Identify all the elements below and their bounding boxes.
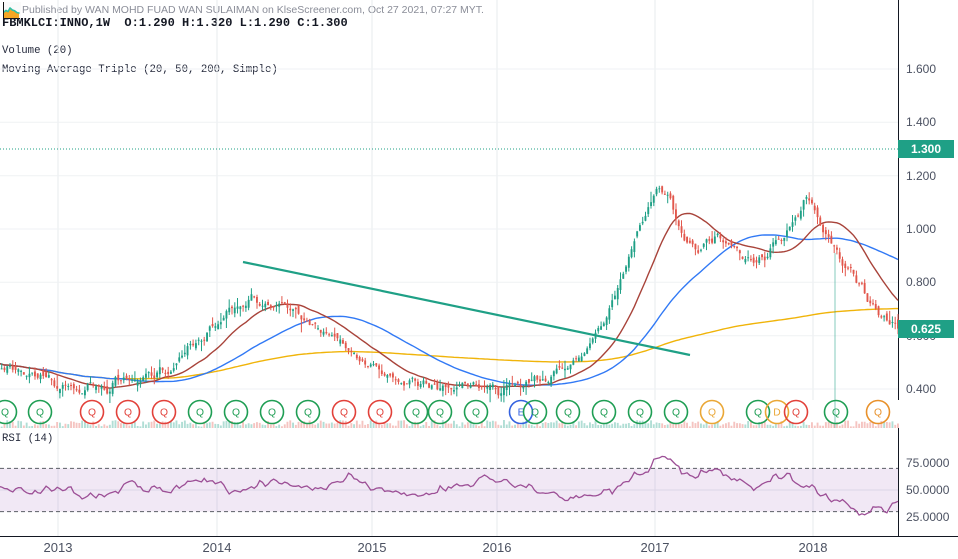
svg-text:1.600: 1.600 (906, 62, 936, 76)
svg-text:Q: Q (564, 408, 572, 419)
svg-text:1.400: 1.400 (906, 115, 936, 129)
svg-text:Q: Q (636, 408, 644, 419)
svg-text:1.200: 1.200 (906, 169, 936, 183)
svg-text:Q: Q (412, 408, 420, 419)
svg-text:D: D (773, 408, 780, 419)
svg-text:1.300: 1.300 (911, 142, 941, 156)
svg-text:Q: Q (36, 408, 44, 419)
svg-text:Q: Q (792, 408, 800, 419)
svg-text:50.0000: 50.0000 (906, 483, 950, 497)
svg-text:0.625: 0.625 (911, 322, 941, 336)
svg-text:Q: Q (708, 408, 716, 419)
svg-text:Q: Q (88, 408, 96, 419)
svg-text:0.800: 0.800 (906, 275, 936, 289)
svg-text:Q: Q (874, 408, 882, 419)
svg-text:Q: Q (436, 408, 444, 419)
svg-text:Q: Q (832, 408, 840, 419)
svg-text:Q: Q (672, 408, 680, 419)
svg-text:Q: Q (376, 408, 384, 419)
svg-text:Q: Q (472, 408, 480, 419)
svg-text:0.400: 0.400 (906, 382, 936, 396)
svg-text:1.000: 1.000 (906, 222, 936, 236)
svg-text:25.0000: 25.0000 (906, 510, 950, 524)
svg-text:75.0000: 75.0000 (906, 456, 950, 470)
svg-text:Q: Q (754, 408, 762, 419)
svg-text:Q: Q (196, 408, 204, 419)
svg-text:Q: Q (340, 408, 348, 419)
svg-text:Q: Q (1, 408, 9, 419)
svg-text:Q: Q (268, 408, 276, 419)
svg-text:Q: Q (232, 408, 240, 419)
svg-text:Q: Q (531, 408, 539, 419)
svg-text:Q: Q (304, 408, 312, 419)
svg-text:Q: Q (600, 408, 608, 419)
svg-text:Q: Q (124, 408, 132, 419)
svg-text:Q: Q (160, 408, 168, 419)
